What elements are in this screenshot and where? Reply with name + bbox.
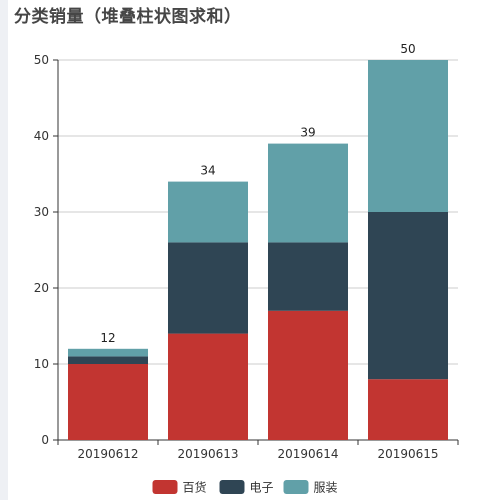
bar-total-label: 12 (100, 331, 115, 345)
y-tick-label: 20 (34, 281, 49, 295)
bar-segment-电子[interactable] (68, 356, 148, 364)
x-tick-label: 20190613 (177, 447, 238, 461)
legend-swatch[interactable] (219, 480, 245, 494)
legend-swatch[interactable] (283, 480, 309, 494)
y-tick-label: 30 (34, 205, 49, 219)
y-tick-label: 40 (34, 129, 49, 143)
bar-segment-服装[interactable] (268, 143, 348, 243)
bar-total-label: 50 (400, 42, 415, 56)
bar-segment-电子[interactable] (168, 242, 248, 334)
legend-label[interactable]: 服装 (314, 481, 338, 495)
bar-segment-服装[interactable] (168, 181, 248, 243)
bar-segment-电子[interactable] (268, 242, 348, 311)
legend-swatch[interactable] (152, 480, 178, 494)
bar-total-label: 34 (200, 164, 215, 178)
legend-label[interactable]: 百货 (183, 480, 207, 495)
legend-label[interactable]: 电子 (250, 481, 274, 495)
bar-segment-电子[interactable] (368, 212, 448, 380)
x-tick-label: 20190614 (277, 447, 338, 461)
y-tick-label: 50 (34, 53, 49, 67)
left-border-strip (0, 0, 8, 500)
x-tick-label: 20190615 (377, 447, 438, 461)
bar-segment-百货[interactable] (68, 364, 148, 440)
y-tick-label: 10 (34, 357, 49, 371)
bar-segment-服装[interactable] (68, 348, 148, 357)
bar-total-label: 39 (300, 126, 315, 140)
bar-segment-百货[interactable] (368, 379, 448, 440)
chart-title: 分类销量（堆叠柱状图求和） (14, 7, 242, 27)
bar-segment-百货[interactable] (268, 310, 348, 440)
bar-segment-百货[interactable] (168, 333, 248, 440)
bar-segment-服装[interactable] (368, 60, 448, 212)
x-tick-label: 20190612 (77, 447, 138, 461)
y-tick-label: 0 (41, 433, 49, 447)
